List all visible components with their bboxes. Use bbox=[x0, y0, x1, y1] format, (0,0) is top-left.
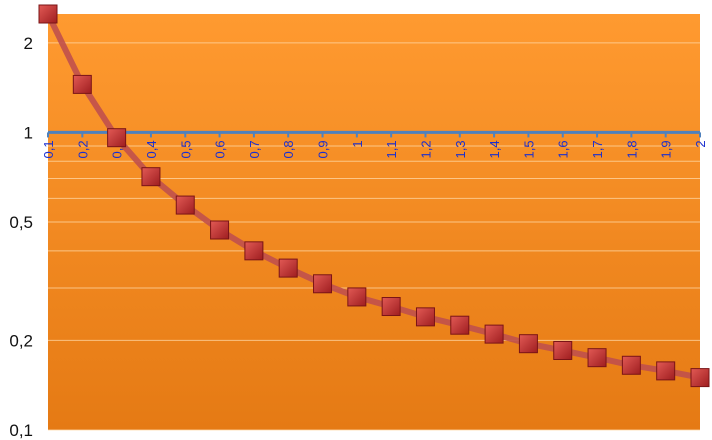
data-point-marker bbox=[553, 340, 573, 360]
y-tick-label: 0,2 bbox=[9, 331, 33, 350]
data-point-marker bbox=[313, 274, 333, 294]
x-tick-label: 1,9 bbox=[659, 140, 674, 158]
y-tick-label: 2 bbox=[24, 34, 33, 53]
data-point-marker bbox=[210, 220, 230, 240]
x-axis: 0,1 0,2 0,3 0,4 0,5 0,6 0,7 0,8 0,9 1 1,1 1,2 1,3 1,4… bbox=[41, 130, 708, 158]
data-point-marker bbox=[381, 297, 401, 317]
x-tick-label: 1,7 bbox=[590, 140, 605, 158]
x-tick-label: 1,5 bbox=[521, 140, 536, 158]
y-axis-ticks: 0,1 0,2 0,5 1 2 bbox=[9, 34, 33, 440]
x-tick-label: 0,2 bbox=[75, 140, 90, 158]
data-point-marker bbox=[656, 361, 676, 381]
y-tick-label: 0,1 bbox=[9, 421, 33, 440]
data-point-marker bbox=[587, 348, 607, 368]
data-point-marker bbox=[72, 74, 92, 94]
x-tick-label: 1,1 bbox=[384, 140, 399, 158]
data-point-marker bbox=[244, 241, 264, 261]
x-tick-label: 0,6 bbox=[213, 140, 228, 158]
data-point-marker bbox=[141, 167, 161, 187]
x-tick-label: 1,3 bbox=[453, 140, 468, 158]
x-tick-label: 0,4 bbox=[144, 140, 159, 158]
data-point-marker bbox=[518, 334, 538, 354]
data-point-marker bbox=[484, 324, 504, 344]
x-tick-label: 2 bbox=[693, 140, 708, 147]
data-point-marker bbox=[690, 368, 710, 388]
x-tick-label: 1 bbox=[350, 140, 365, 147]
data-point-marker bbox=[347, 287, 367, 307]
y-tick-label: 1 bbox=[24, 123, 33, 142]
x-tick-label: 1,6 bbox=[556, 140, 571, 158]
x-tick-label: 1,8 bbox=[624, 140, 639, 158]
series-group bbox=[38, 4, 710, 388]
y-tick-label: 0,5 bbox=[9, 213, 33, 232]
data-point-marker bbox=[621, 355, 641, 375]
x-tick-label: 0,5 bbox=[178, 140, 193, 158]
x-tick-label: 0,7 bbox=[247, 140, 262, 158]
data-point-marker bbox=[38, 4, 58, 24]
x-tick-label: 0,1 bbox=[41, 140, 56, 158]
data-point-marker bbox=[107, 128, 127, 148]
x-tick-label: 1,4 bbox=[487, 140, 502, 158]
data-point-marker bbox=[175, 195, 195, 215]
data-point-marker bbox=[450, 315, 470, 335]
x-tick-label: 0,9 bbox=[316, 140, 331, 158]
x-tick-label: 0,8 bbox=[281, 140, 296, 158]
data-point-marker bbox=[415, 307, 435, 327]
x-tick-label: 1,2 bbox=[418, 140, 433, 158]
data-point-marker bbox=[278, 258, 298, 278]
